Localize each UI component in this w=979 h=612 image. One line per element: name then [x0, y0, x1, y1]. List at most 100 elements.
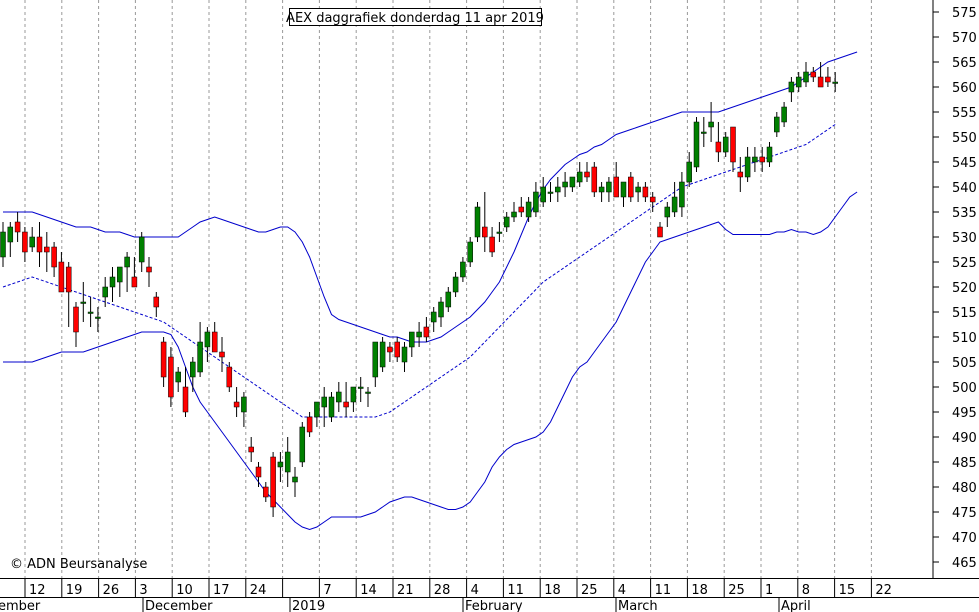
- x-tick-label: 26: [103, 583, 120, 598]
- x-tick-label: 3: [139, 583, 147, 598]
- candle: [29, 227, 35, 252]
- candle-body: [204, 331, 211, 348]
- candle-body: [168, 356, 174, 398]
- candle: [649, 192, 656, 212]
- candle-body: [314, 401, 320, 418]
- candle: [744, 147, 751, 182]
- candle: [752, 147, 758, 172]
- candle-body: [65, 266, 72, 293]
- candle-body: [686, 161, 692, 183]
- candle: [598, 182, 605, 202]
- candle: [525, 197, 532, 222]
- candle-body: [430, 311, 437, 323]
- x-tick-label: 11: [507, 583, 524, 598]
- candle-body: [190, 361, 196, 378]
- x-tick-label: 10: [176, 583, 193, 598]
- candle: [503, 212, 510, 232]
- candle-body: [350, 386, 357, 403]
- candle-body: [51, 246, 57, 268]
- candle-body: [715, 141, 722, 153]
- candle: [175, 367, 181, 392]
- candle-body: [598, 186, 605, 193]
- candle: [314, 401, 320, 427]
- candle: [445, 287, 452, 312]
- candle-body: [657, 226, 663, 238]
- candle-body: [263, 486, 269, 498]
- candle-body: [423, 326, 430, 338]
- candle: [657, 222, 663, 238]
- y-tick-label: 550: [952, 131, 977, 146]
- candle-body: [124, 256, 130, 268]
- candle: [452, 272, 459, 297]
- upper-band-line: [3, 51, 858, 343]
- candle-body: [482, 226, 488, 238]
- candle-body: [628, 176, 634, 198]
- candle: [379, 337, 386, 372]
- candle: [803, 62, 809, 87]
- candle: [284, 437, 291, 487]
- candle: [14, 212, 21, 242]
- y-tick-label: 505: [952, 356, 977, 371]
- copyright-text: © ADN Beursanalyse: [10, 557, 147, 572]
- candle: [759, 147, 765, 172]
- y-tick-label: 470: [952, 531, 977, 546]
- month-label: February: [465, 599, 523, 612]
- candle: [715, 122, 722, 162]
- candle-body: [153, 296, 160, 308]
- candle-body: [277, 461, 284, 468]
- candle: [810, 67, 817, 82]
- candle: [87, 297, 94, 327]
- candle: [336, 382, 342, 412]
- candle: [664, 202, 671, 227]
- candle-body: [744, 156, 751, 178]
- candle: [292, 467, 298, 497]
- candle-body: [766, 146, 773, 163]
- candle-body: [810, 71, 817, 78]
- candle: [255, 462, 262, 487]
- candle-body: [547, 191, 554, 194]
- candle-body: [562, 181, 568, 188]
- candle: [109, 267, 116, 302]
- candle-body: [555, 186, 561, 193]
- x-tick-label: 11: [655, 583, 672, 598]
- candle-body: [489, 236, 495, 253]
- candle-body: [379, 341, 386, 368]
- candle-body: [584, 171, 590, 178]
- bollinger-bands: [2, 51, 858, 531]
- candle: [394, 337, 400, 362]
- candle: [591, 162, 598, 197]
- candle-body: [394, 341, 400, 358]
- candle: [482, 192, 488, 252]
- candle: [795, 72, 802, 92]
- candle: [642, 182, 649, 202]
- candle: [474, 202, 481, 242]
- candle: [22, 227, 28, 262]
- candle-body: [328, 396, 335, 418]
- candle: [438, 297, 444, 327]
- candle: [357, 377, 364, 402]
- candle: [7, 222, 14, 257]
- candle: [387, 342, 393, 362]
- x-tick-label: 24: [250, 583, 267, 598]
- candle-body: [635, 186, 641, 193]
- candle-body: [452, 276, 459, 293]
- vertical-gridlines: [24, 0, 872, 578]
- month-label: March: [618, 599, 658, 612]
- candle: [547, 182, 554, 202]
- x-tick-label: 8: [802, 583, 810, 598]
- candle-body: [606, 181, 612, 193]
- candle-body: [642, 186, 649, 198]
- candle-body: [175, 371, 181, 383]
- candle-body: [306, 416, 313, 433]
- candle-body: [22, 231, 28, 253]
- y-tick-label: 480: [952, 481, 977, 496]
- candle: [197, 322, 203, 377]
- candle: [832, 72, 838, 92]
- y-tick-label: 565: [952, 56, 977, 71]
- candle: [328, 392, 335, 422]
- candle: [372, 341, 379, 387]
- candle: [263, 482, 269, 502]
- candle: [576, 162, 583, 187]
- candle-body: [321, 396, 327, 408]
